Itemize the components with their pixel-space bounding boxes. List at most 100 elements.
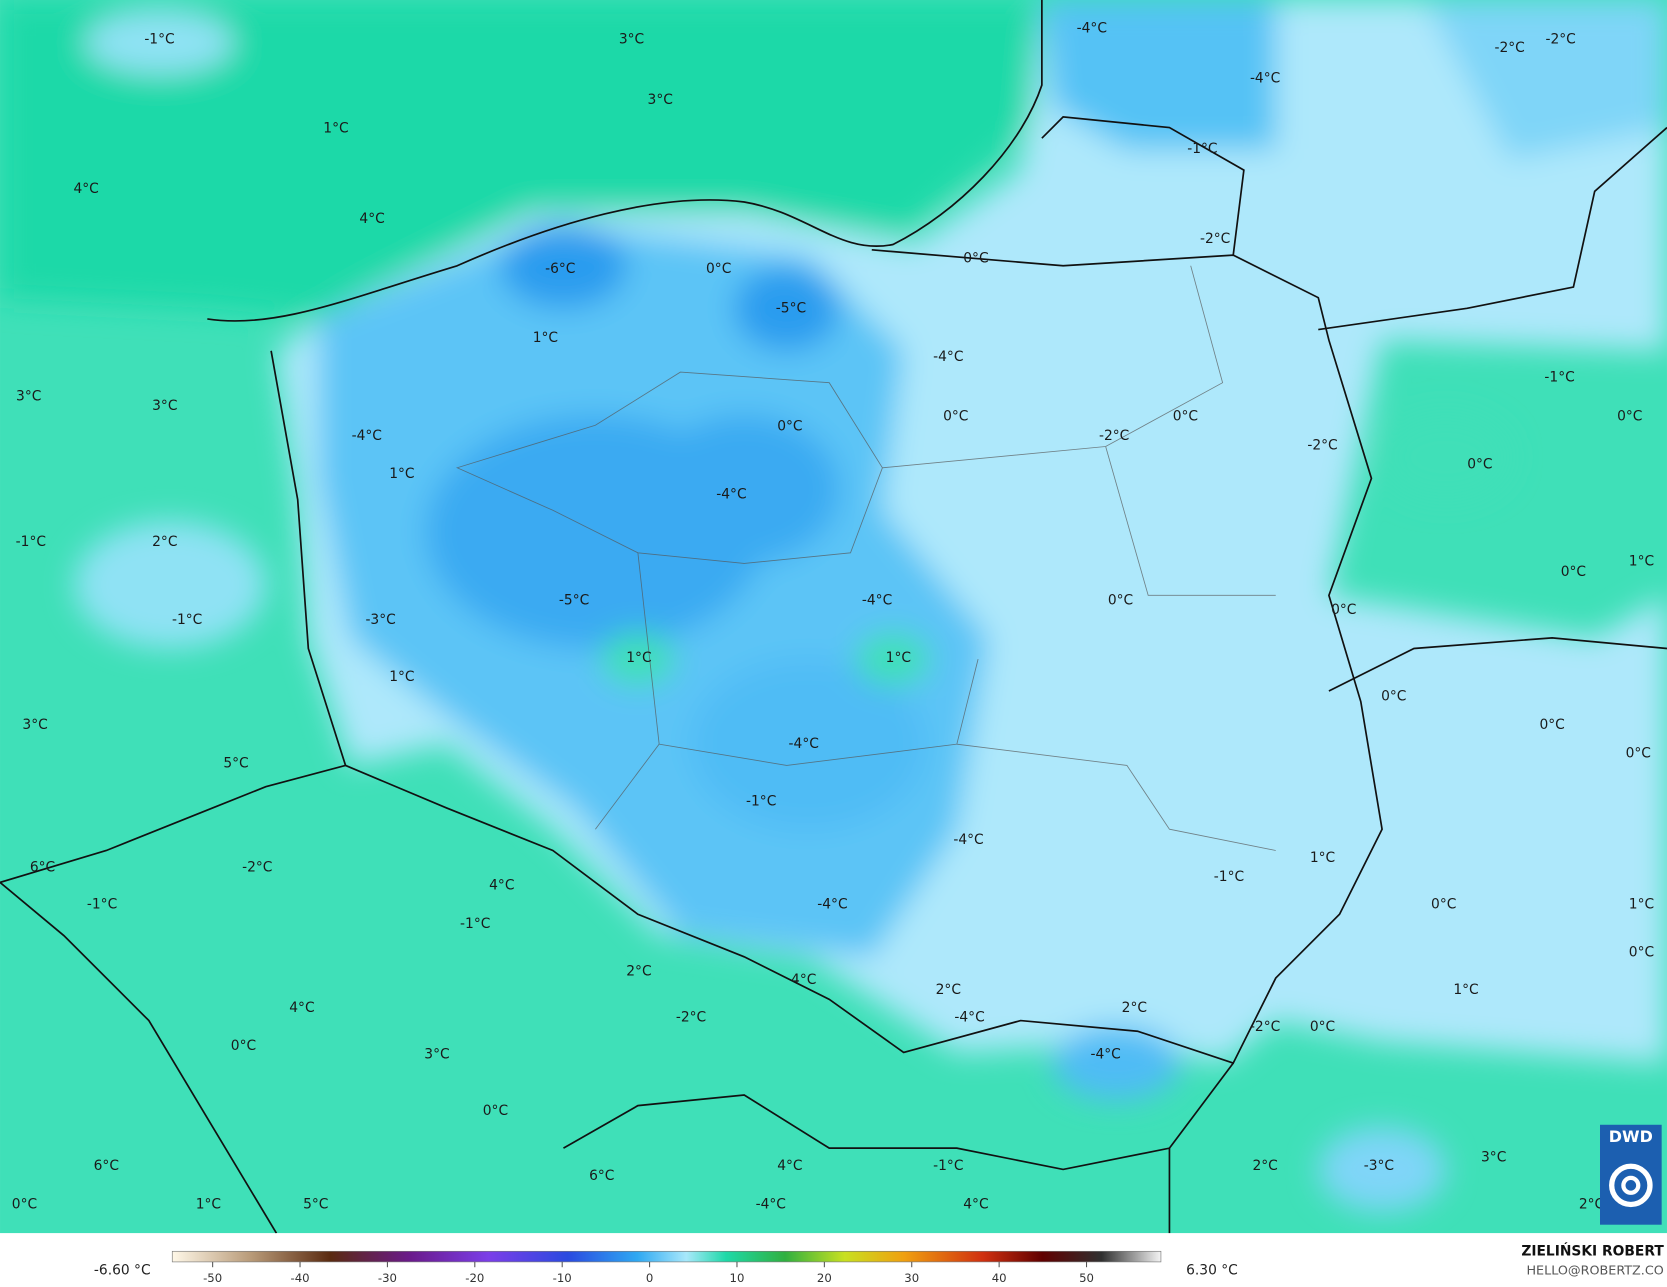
- temperature-field: [0, 0, 1667, 1212]
- regions: [455, 265, 1276, 851]
- colorbar-tick-label: -10: [553, 1271, 572, 1285]
- colorbar-tick-label: 0: [646, 1271, 653, 1285]
- temp-label: 0°C: [1539, 717, 1564, 733]
- temp-label: 3°C: [16, 389, 41, 405]
- temp-label: 1°C: [389, 669, 414, 685]
- temp-label: 3°C: [619, 31, 644, 47]
- temp-label: -2°C: [1099, 428, 1129, 444]
- temp-label: 4°C: [489, 878, 514, 894]
- temp-label: 2°C: [1579, 1197, 1604, 1213]
- colorbar-tick-label: -20: [465, 1271, 484, 1285]
- temp-label: 4°C: [73, 181, 98, 197]
- temp-label: 0°C: [1381, 688, 1406, 704]
- temp-label: -4°C: [756, 1197, 786, 1213]
- dwd-logo: DWD: [1600, 1124, 1662, 1225]
- temp-label: 3°C: [152, 398, 177, 414]
- temp-label: 1°C: [323, 121, 348, 137]
- colorbar-tick-label: 10: [730, 1271, 745, 1285]
- colorbar-max: 6.30 °C: [1186, 1263, 1238, 1279]
- colorbar-tick-label: 50: [1079, 1271, 1094, 1285]
- temp-label: -1°C: [1214, 869, 1244, 885]
- temp-label: 0°C: [1310, 1019, 1335, 1035]
- temp-label: 1°C: [1629, 553, 1654, 569]
- temp-label: 0°C: [12, 1197, 37, 1213]
- temp-label: -4°C: [953, 832, 983, 848]
- temp-label: 5°C: [223, 755, 248, 771]
- temp-label: 0°C: [1467, 457, 1492, 473]
- temp-label: -1°C: [1544, 369, 1574, 385]
- temp-label: 0°C: [706, 261, 731, 277]
- temp-label: -4°C: [1077, 21, 1107, 37]
- temp-label: -2°C: [1546, 31, 1576, 47]
- temp-label: -3°C: [1364, 1158, 1394, 1174]
- temp-label: -4°C: [1090, 1047, 1120, 1063]
- temp-label: -1°C: [933, 1158, 963, 1174]
- temp-label: -4°C: [817, 897, 847, 913]
- temp-label: 0°C: [943, 409, 968, 425]
- temp-label: 1°C: [196, 1197, 221, 1213]
- temp-label: 0°C: [1626, 746, 1651, 762]
- temp-label: -4°C: [862, 593, 892, 609]
- credit-name: ZIELIŃSKI ROBERT: [1521, 1242, 1664, 1260]
- temp-label: -4°C: [352, 428, 382, 444]
- temp-label: 4°C: [359, 211, 384, 227]
- temp-label: -1°C: [746, 794, 776, 810]
- temp-label: -3°C: [365, 612, 395, 628]
- temp-label: -5°C: [559, 593, 589, 609]
- temp-label: 0°C: [483, 1103, 508, 1119]
- temp-label: 0°C: [777, 418, 802, 434]
- temp-label: 0°C: [1561, 564, 1586, 580]
- temp-label: 4°C: [777, 1158, 802, 1174]
- colorbar-tick-label: 30: [904, 1271, 919, 1285]
- colorbar-tick-label: -50: [203, 1271, 222, 1285]
- temp-label: 2°C: [1122, 1000, 1147, 1016]
- temp-label: 3°C: [1481, 1150, 1506, 1166]
- temp-label: 1°C: [1629, 897, 1654, 913]
- temp-label: 0°C: [1108, 593, 1133, 609]
- temp-label: 3°C: [424, 1047, 449, 1063]
- temp-label: 2°C: [1252, 1158, 1277, 1174]
- temp-label: 6°C: [30, 859, 55, 875]
- temp-label: 1°C: [389, 466, 414, 482]
- borders: [0, 0, 1667, 1234]
- temp-label: 4°C: [289, 1000, 314, 1016]
- temp-label: 1°C: [626, 650, 651, 666]
- temp-label: -4°C: [716, 486, 746, 502]
- temp-label: 0°C: [1617, 409, 1642, 425]
- temp-label: 0°C: [231, 1038, 256, 1054]
- temp-label: -1°C: [172, 612, 202, 628]
- colorbar: [171, 1250, 1162, 1263]
- temp-label: -2°C: [1250, 1019, 1280, 1035]
- colorbar-tick-label: 40: [992, 1271, 1007, 1285]
- temp-label: 4°C: [963, 1197, 988, 1213]
- temp-label: -2°C: [1200, 231, 1230, 247]
- temp-label: 0°C: [1173, 409, 1198, 425]
- temp-label: -1°C: [144, 31, 174, 47]
- temp-label: 1°C: [533, 330, 558, 346]
- temp-label: 5°C: [303, 1197, 328, 1213]
- colorbar-tick-label: -30: [378, 1271, 397, 1285]
- temp-label: 6°C: [94, 1158, 119, 1174]
- temp-label: 2°C: [936, 982, 961, 998]
- colorbar-tick-label: 20: [817, 1271, 832, 1285]
- temp-label: -1°C: [16, 534, 46, 550]
- logo-text: DWD: [1609, 1127, 1653, 1146]
- colorbar-min: -6.60 °C: [94, 1263, 151, 1279]
- temp-label: 0°C: [963, 250, 988, 266]
- temp-label: 0°C: [1331, 602, 1356, 618]
- temp-label: -2°C: [242, 859, 272, 875]
- temp-label: 1°C: [886, 650, 911, 666]
- temperature-labels: -1°C 3°C 3°C -4°C -2°C -2°C -4°C 1°C 4°C 4°C -1°C -…: [12, 21, 1654, 1213]
- temp-label: -5°C: [776, 300, 806, 316]
- temp-label: 0°C: [1629, 945, 1654, 961]
- colorbar-ticks: -50 -40 -30 -20 -10 0 10 20 30 40 50: [203, 1261, 1094, 1285]
- temp-label: 0°C: [1431, 897, 1456, 913]
- temp-label: 2°C: [626, 964, 651, 980]
- temp-label: 3°C: [22, 717, 47, 733]
- temp-label: -1°C: [460, 916, 490, 932]
- temp-label: 6°C: [589, 1168, 614, 1184]
- temp-label: 3°C: [648, 92, 673, 108]
- temp-label: -4°C: [933, 349, 963, 365]
